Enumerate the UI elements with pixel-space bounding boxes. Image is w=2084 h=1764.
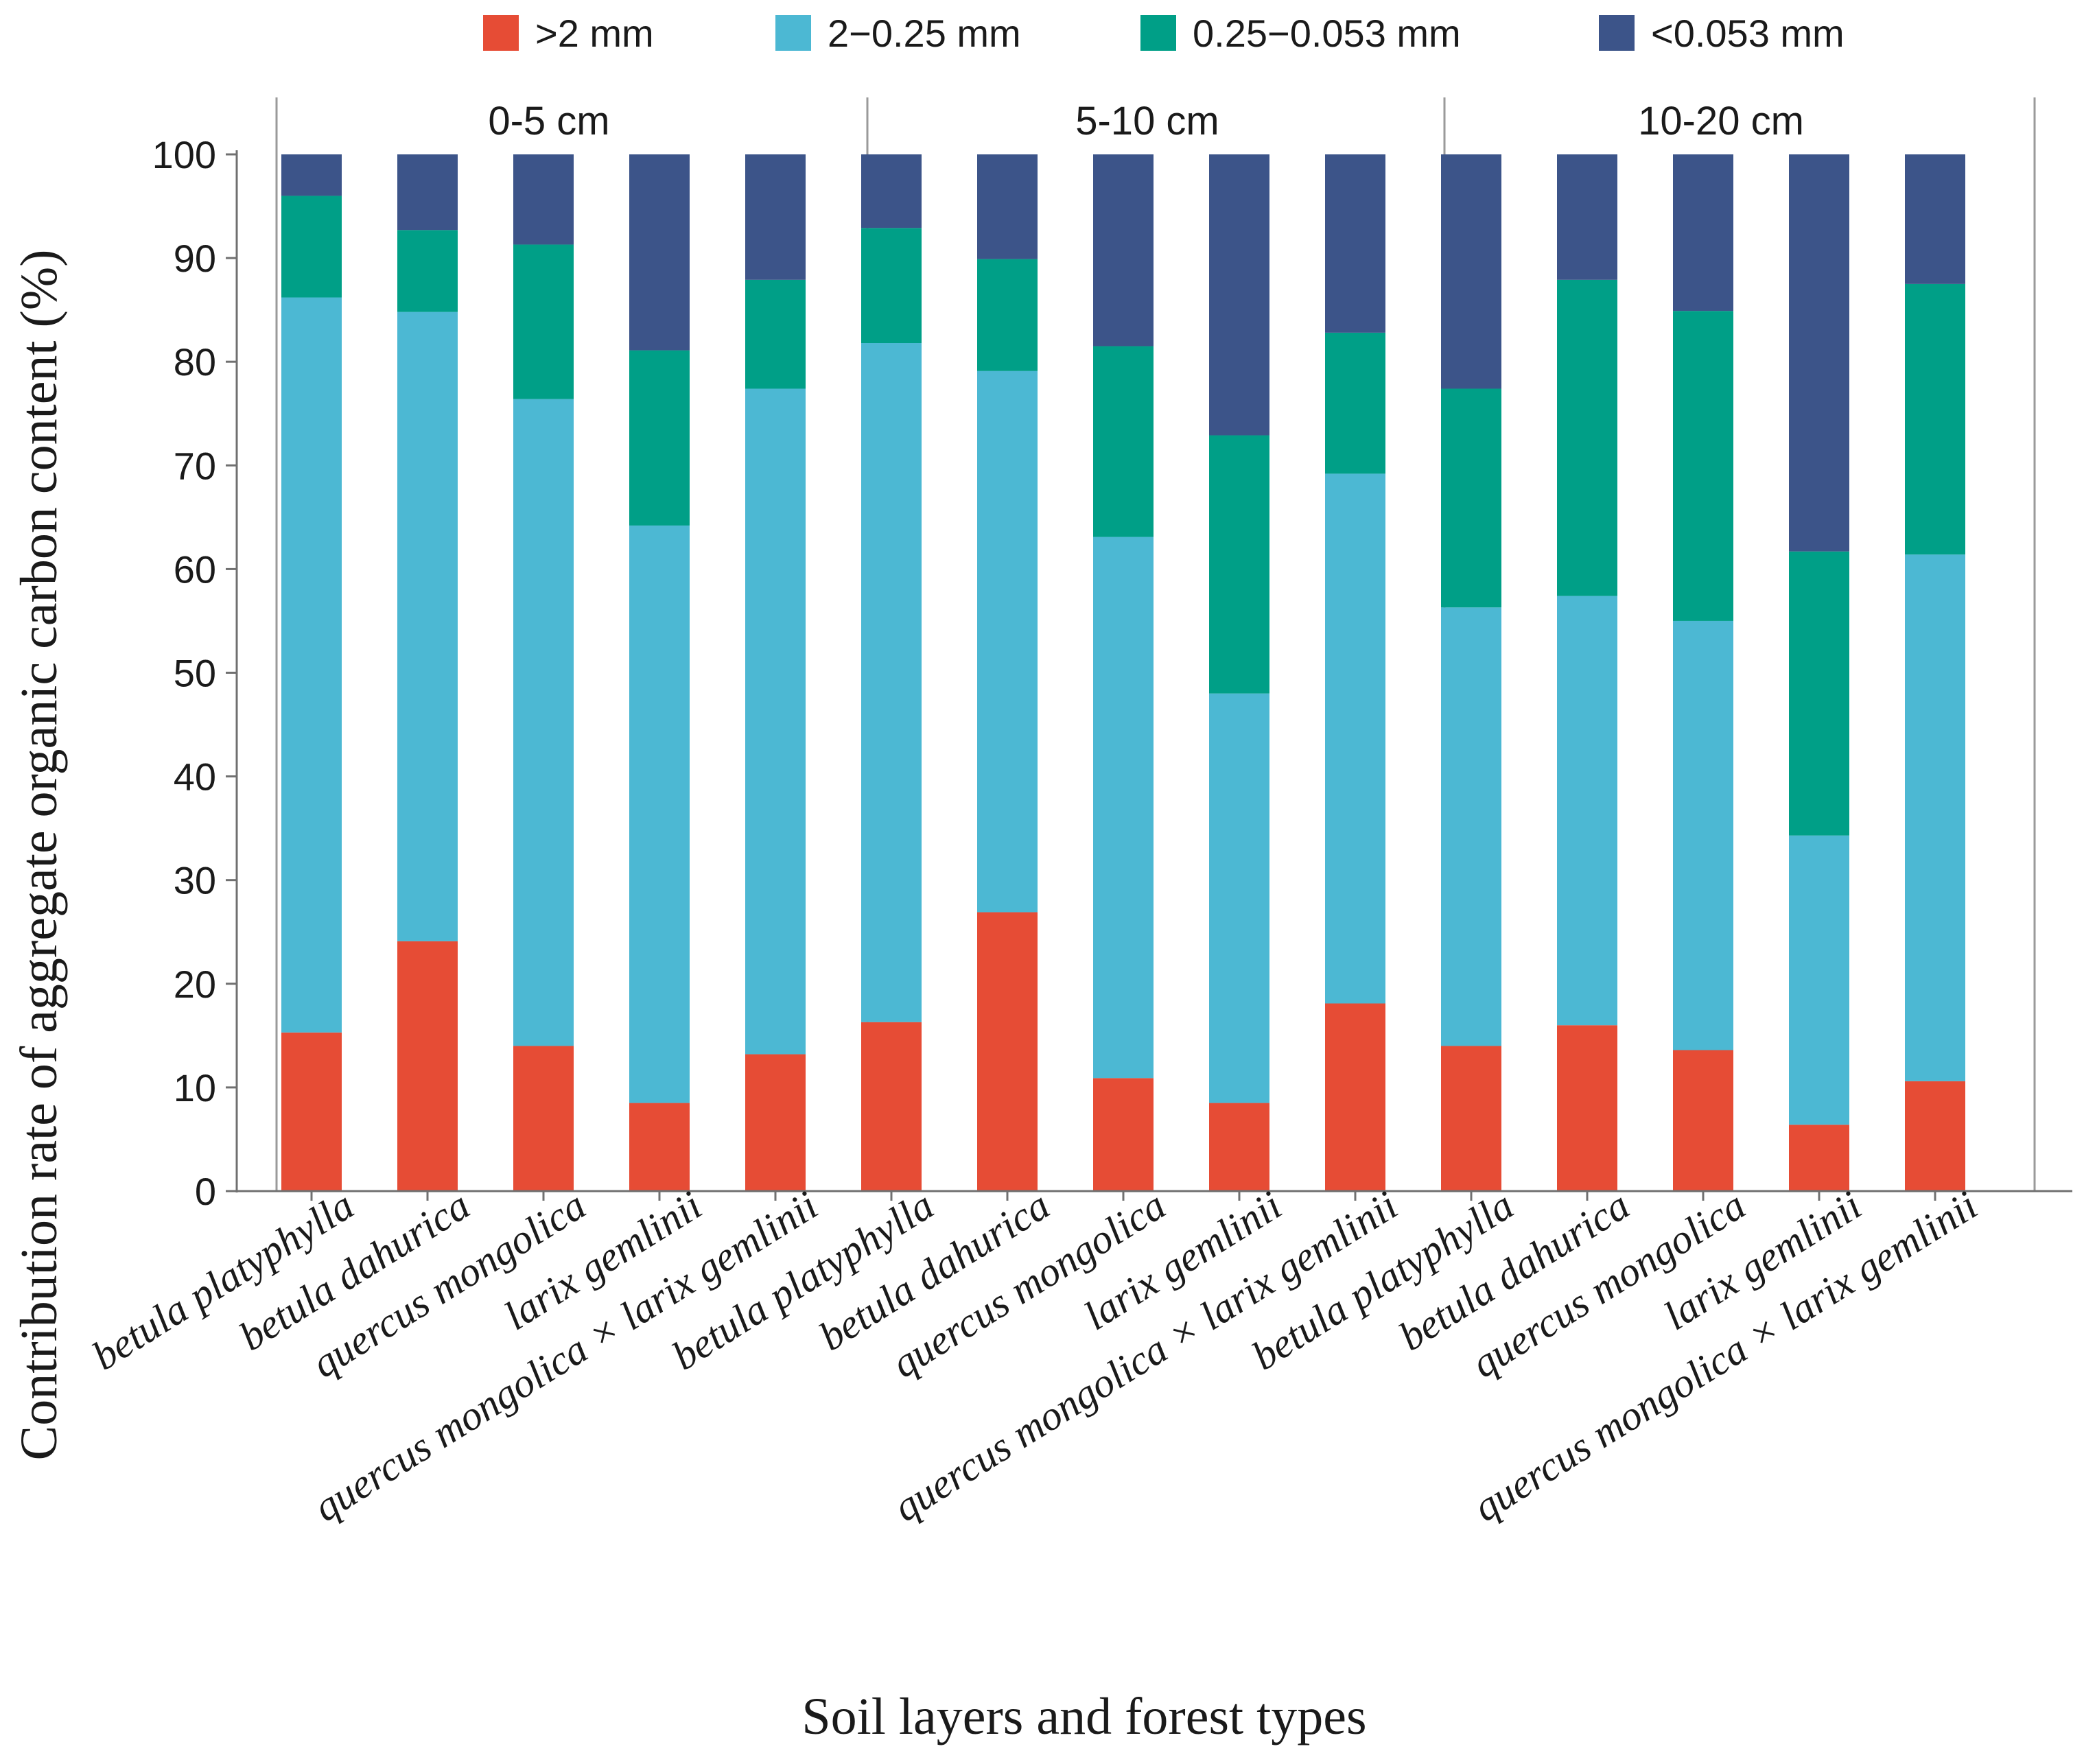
legend-label-3: <0.053 mm [1651, 12, 1845, 55]
bar-segment-8-1 [1209, 693, 1269, 1103]
bar-segment-4-2 [745, 279, 806, 389]
bar-segment-2-0 [513, 1046, 574, 1191]
bar-segment-4-3 [745, 154, 806, 280]
axes: 0 10 20 30 40 50 60 70 80 90 100 [152, 133, 2072, 1213]
bar-segment-2-3 [513, 154, 574, 245]
bar-segment-11-2 [1557, 279, 1617, 596]
bar-segment-12-0 [1673, 1050, 1733, 1191]
bar-segment-14-3 [1905, 154, 1965, 284]
y-tick-label-10: 100 [152, 133, 216, 176]
bar-segment-2-2 [513, 244, 574, 399]
bar-segment-14-0 [1905, 1081, 1965, 1191]
legend-label-0: >2 mm [535, 12, 654, 55]
bar-segment-6-0 [977, 912, 1038, 1191]
y-tick-label-6: 60 [174, 548, 216, 591]
bar-segment-4-0 [745, 1054, 806, 1191]
y-tick-label-9: 90 [174, 237, 216, 280]
bar-segment-14-1 [1905, 554, 1965, 1081]
bar-segment-11-1 [1557, 596, 1617, 1026]
y-tick-label-5: 50 [174, 652, 216, 695]
legend-swatch-3 [1599, 15, 1635, 51]
y-tick-label-2: 20 [174, 963, 216, 1006]
bar-segment-9-3 [1325, 154, 1385, 333]
y-tick-label-7: 70 [174, 444, 216, 487]
bar-segment-1-2 [397, 230, 458, 312]
legend-swatch-2 [1140, 15, 1176, 51]
bar-segment-0-1 [281, 297, 342, 1033]
bar-segment-12-2 [1673, 311, 1733, 621]
bar-segment-10-1 [1441, 607, 1501, 1046]
bar-segment-13-3 [1789, 154, 1849, 552]
bar-segment-10-2 [1441, 388, 1501, 608]
bar-segment-1-1 [397, 311, 458, 941]
y-axis-title: Contribution rate of aggregate organic c… [10, 250, 68, 1461]
group-label-0: 0-5 cm [488, 99, 609, 143]
bar-segment-14-2 [1905, 283, 1965, 555]
bar-segment-1-0 [397, 941, 458, 1191]
y-tick-label-4: 40 [174, 755, 216, 799]
bar-segment-5-3 [861, 154, 922, 228]
legend-swatch-1 [775, 15, 811, 51]
bar-segment-5-1 [861, 343, 922, 1022]
bar-segment-12-1 [1673, 620, 1733, 1050]
bar-segment-11-0 [1557, 1025, 1617, 1191]
bar-segment-13-2 [1789, 551, 1849, 836]
legend: >2 mm 2−0.25 mm 0.25−0.053 mm <0.053 mm [483, 12, 1845, 55]
bars [281, 154, 1965, 1191]
bar-segment-13-0 [1789, 1125, 1849, 1191]
bar-segment-0-3 [281, 154, 342, 196]
y-tick-label-8: 80 [174, 340, 216, 384]
group-label-2: 10-20 cm [1638, 99, 1804, 143]
bar-segment-7-1 [1093, 537, 1154, 1079]
bar-segment-6-1 [977, 371, 1038, 913]
y-tick-label-3: 30 [174, 859, 216, 902]
bar-segment-7-0 [1093, 1078, 1154, 1191]
legend-label-2: 0.25−0.053 mm [1193, 12, 1461, 55]
bar-segment-12-3 [1673, 154, 1733, 311]
bar-segment-3-2 [629, 350, 690, 526]
bar-segment-7-3 [1093, 154, 1154, 346]
bar-segment-10-0 [1441, 1046, 1501, 1191]
bar-segment-9-0 [1325, 1003, 1385, 1191]
bar-segment-6-2 [977, 259, 1038, 371]
bar-segment-8-3 [1209, 154, 1269, 436]
bar-segment-4-1 [745, 388, 806, 1055]
bar-segment-0-0 [281, 1032, 342, 1191]
bar-segment-0-2 [281, 196, 342, 298]
bar-segment-9-2 [1325, 332, 1385, 474]
bar-segment-3-0 [629, 1103, 690, 1191]
bar-segment-9-1 [1325, 473, 1385, 1004]
y-tick-label-1: 10 [174, 1066, 216, 1109]
bar-segment-6-3 [977, 154, 1038, 259]
group-label-1: 5-10 cm [1075, 99, 1219, 143]
y-tick-label-0: 0 [195, 1170, 216, 1213]
x-axis-title: Soil layers and forest types [801, 1688, 1366, 1745]
bar-segment-10-3 [1441, 154, 1501, 389]
bar-segment-8-2 [1209, 435, 1269, 694]
legend-label-1: 2−0.25 mm [828, 12, 1021, 55]
bar-segment-5-2 [861, 228, 922, 344]
bar-segment-3-3 [629, 154, 690, 351]
bar-segment-1-3 [397, 154, 458, 231]
bar-segment-13-1 [1789, 835, 1849, 1125]
legend-swatch-0 [483, 15, 519, 51]
bar-segment-8-0 [1209, 1103, 1269, 1191]
bar-segment-3-1 [629, 525, 690, 1103]
bar-segment-11-3 [1557, 154, 1617, 280]
bar-segment-5-0 [861, 1022, 922, 1191]
bar-segment-7-2 [1093, 346, 1154, 537]
bar-segment-2-1 [513, 399, 574, 1046]
